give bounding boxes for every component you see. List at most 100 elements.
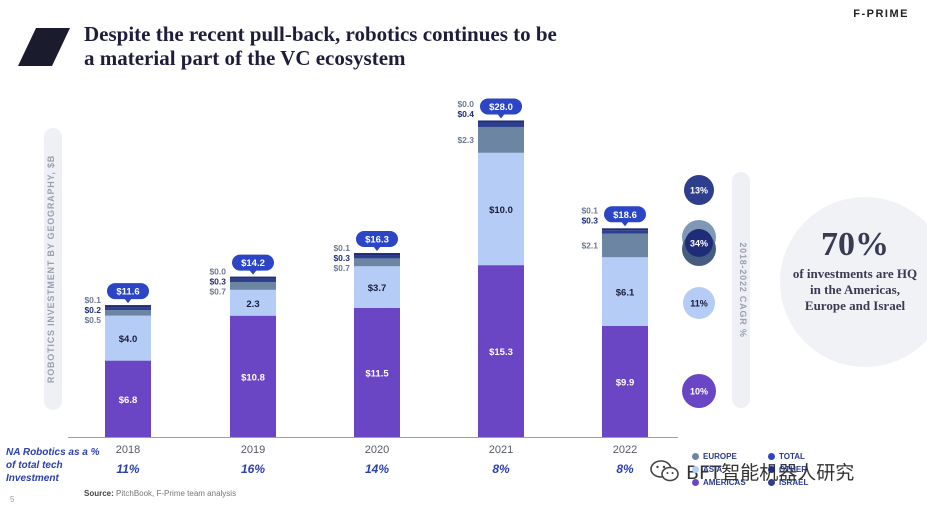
data-label-europe-2020: $0.7 <box>333 263 350 273</box>
data-label-asia-2018: $4.0 <box>119 334 138 345</box>
bar-europe-2021 <box>478 126 524 153</box>
legend-item-other: OTHER <box>768 465 807 474</box>
bar-asia-2018 <box>105 315 151 361</box>
cagr-label-europe: 34% <box>690 239 708 249</box>
bar-americas-2022 <box>602 325 648 437</box>
cagr-label-americas: 10% <box>690 387 708 397</box>
bar-asia-2022 <box>602 257 648 326</box>
data-label-asia-2019: 2.3 <box>246 299 259 310</box>
x-tick-label-2019: 2019 <box>241 444 265 456</box>
legend-item-israel: ISRAEL <box>768 478 808 487</box>
data-label-other-2018: $0.1 <box>84 295 101 305</box>
cagr-bubble-americas <box>682 374 716 408</box>
bar-israel-2022 <box>602 230 648 234</box>
total-label-2019: $14.2 <box>241 258 265 269</box>
data-label-europe-2019: $0.7 <box>209 287 226 297</box>
bar-europe-2019 <box>230 281 276 290</box>
bar-americas-2019 <box>230 315 276 437</box>
total-badge-pointer-2020 <box>373 246 381 252</box>
legend-dot-total <box>768 453 775 460</box>
data-label-israel-2022: $0.3 <box>581 216 598 226</box>
source-note: Source: PitchBook, F-Prime team analysis <box>84 489 236 498</box>
bar-europe-2022 <box>602 233 648 258</box>
data-label-europe-2022: $2.1 <box>581 240 598 250</box>
bar-other-2021 <box>478 120 524 123</box>
total-badge-pointer-2022 <box>621 221 629 227</box>
cagr-bubble-israel <box>684 175 714 205</box>
bar-americas-2020 <box>354 307 400 437</box>
stat-percent: 70% <box>821 226 889 263</box>
legend-item-americas: AMERICAS <box>692 478 746 487</box>
data-label-israel-2020: $0.3 <box>333 253 350 263</box>
page-title: Despite the recent pull-back, robotics c… <box>84 22 644 70</box>
cagr-bubble-europe <box>685 229 713 257</box>
total-label-2021: $28.0 <box>489 102 513 113</box>
data-label-americas-2019: $10.8 <box>241 372 265 383</box>
legend-label-israel: ISRAEL <box>779 478 809 487</box>
stat-text: of investments are HQ in the Americas, E… <box>792 266 918 313</box>
bar-asia-2021 <box>478 152 524 266</box>
data-label-other-2021: $0.0 <box>457 99 474 109</box>
total-badge-pointer-2018 <box>124 298 132 304</box>
legend-item-asia: ASIA <box>692 465 722 474</box>
data-label-americas-2021: $15.3 <box>489 347 513 358</box>
data-label-israel-2021: $0.4 <box>457 109 474 119</box>
total-badge-2018 <box>107 283 149 300</box>
data-label-asia-2022: $6.1 <box>616 288 635 299</box>
source-text: PitchBook, F-Prime team analysis <box>116 489 237 498</box>
bar-europe-2018 <box>105 310 151 316</box>
bar-other-2018 <box>105 305 151 308</box>
data-label-other-2022: $0.1 <box>581 206 598 216</box>
legend-dot-other <box>768 466 775 473</box>
brand-parallelogram-icon <box>18 28 70 66</box>
bar-israel-2020 <box>354 255 400 259</box>
na-share-value-2021: 8% <box>492 462 510 476</box>
data-label-americas-2020: $11.5 <box>365 368 389 379</box>
data-label-americas-2018: $6.8 <box>119 395 138 406</box>
cagr-bubble-asia <box>683 287 715 319</box>
total-badge-2019 <box>232 254 274 271</box>
bar-other-2019 <box>230 276 276 279</box>
bar-americas-2018 <box>105 360 151 437</box>
na-share-value-2018: 11% <box>116 462 139 476</box>
x-tick-label-2021: 2021 <box>489 444 513 456</box>
na-share-value-2020: 14% <box>365 462 389 476</box>
data-label-asia-2020: $3.7 <box>368 283 387 294</box>
data-label-europe-2021: $2.3 <box>457 135 474 145</box>
legend-dot-israel <box>768 479 775 486</box>
na-share-value-2019: 16% <box>241 462 265 476</box>
legend-dot-asia <box>692 466 699 473</box>
legend: EUROPE TOTAL ASIA OTHER AMERICAS ISRAEL <box>692 452 832 492</box>
title-line-1: Despite the recent pull-back, robotics c… <box>84 22 557 46</box>
data-label-americas-2022: $9.9 <box>616 377 635 388</box>
legend-item-total: TOTAL <box>768 452 805 461</box>
total-label-2022: $18.6 <box>613 210 637 221</box>
legend-dot-europe <box>692 453 699 460</box>
bar-israel-2019 <box>230 278 276 282</box>
total-badge-2022 <box>604 206 646 223</box>
data-label-israel-2019: $0.3 <box>209 277 226 287</box>
total-label-2020: $16.3 <box>365 235 389 246</box>
bar-other-2020 <box>354 253 400 256</box>
total-badge-pointer-2021 <box>497 113 505 119</box>
legend-label-total: TOTAL <box>779 452 805 461</box>
bar-europe-2020 <box>354 258 400 267</box>
data-label-other-2020: $0.1 <box>333 243 350 253</box>
bar-asia-2019 <box>230 289 276 316</box>
bar-asia-2020 <box>354 266 400 308</box>
x-tick-label-2020: 2020 <box>365 444 389 456</box>
page-number: 5 <box>10 495 15 504</box>
legend-label-americas: AMERICAS <box>703 478 746 487</box>
legend-item-europe: EUROPE <box>692 452 737 461</box>
total-label-2018: $11.6 <box>116 287 139 298</box>
total-badge-pointer-2019 <box>249 269 257 275</box>
legend-label-europe: EUROPE <box>703 452 737 461</box>
title-line-2: a material part of the VC ecosystem <box>84 46 406 70</box>
brand-logo: F-PRIME <box>853 8 909 20</box>
cagr-label-asia: 11% <box>690 299 708 309</box>
total-badge-2020 <box>356 231 398 248</box>
total-badge-2021 <box>480 98 522 115</box>
legend-label-other: OTHER <box>779 465 807 474</box>
bar-other-2022 <box>602 228 648 231</box>
